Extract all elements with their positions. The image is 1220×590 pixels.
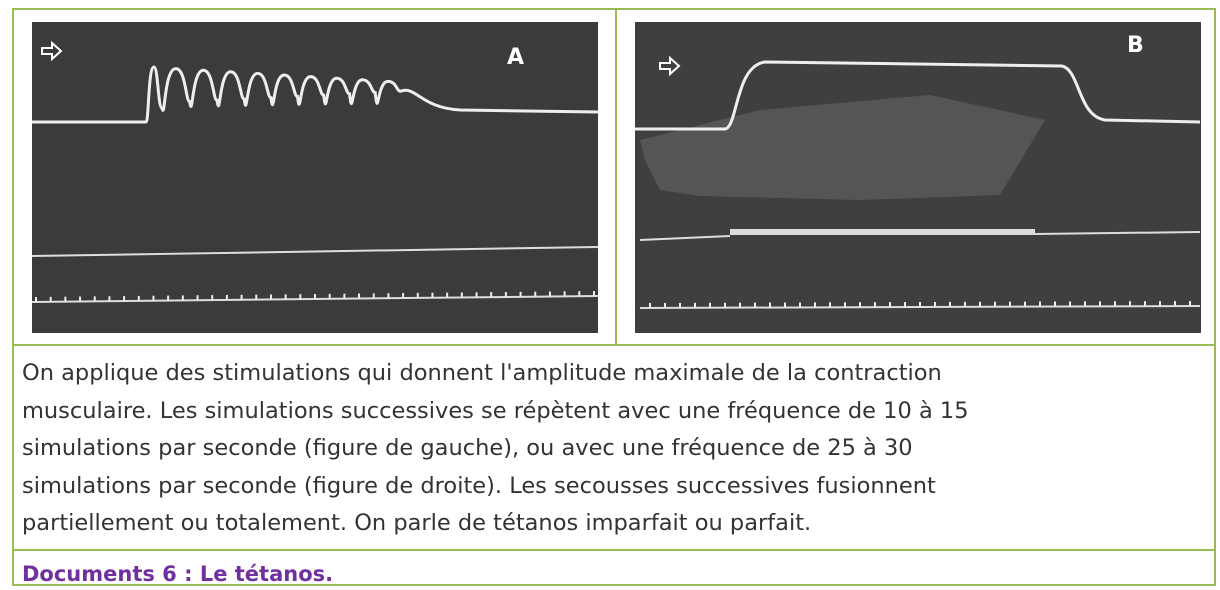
- paragraph-line: simulations par seconde (figure de droit…: [22, 473, 936, 499]
- figures: A B: [0, 0, 1220, 345]
- figure-label: A: [507, 45, 524, 70]
- figure-b: B: [635, 22, 1201, 333]
- paragraph-line: On applique des stimulations qui donnent…: [22, 360, 942, 386]
- paragraph-line: simulations par seconde (figure de gauch…: [22, 435, 913, 461]
- figure-a: A: [32, 22, 598, 333]
- page: A B On applique des stimulations qui don…: [0, 0, 1220, 590]
- paragraph-line: partiellement ou totalement. On parle de…: [22, 510, 811, 536]
- paragraph-line: musculaire. Les simulations successives …: [22, 398, 969, 424]
- separator: [12, 549, 1216, 551]
- figure-label: B: [1127, 33, 1144, 58]
- stimulus-burst: [730, 229, 1035, 235]
- caption: Documents 6 : Le tétanos.: [22, 562, 333, 586]
